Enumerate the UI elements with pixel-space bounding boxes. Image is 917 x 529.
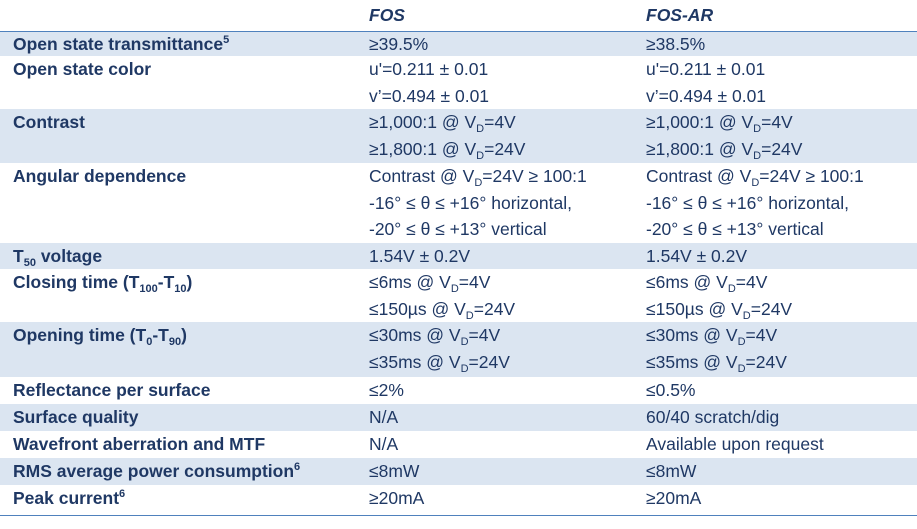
fos-value: u'=0.211 ± 0.01 v’=0.494 ± 0.01 [369,59,490,106]
fos-value: N/A [369,407,399,427]
fos-value: ≥1,000:1 @ VD=4V ≥1,800:1 @ VD=24V [369,112,526,162]
fos-ar-value: ≥1,000:1 @ VD=4V ≥1,800:1 @ VD=24V [646,112,803,162]
fos-value: 1.54V ± 0.2V [369,246,471,266]
table-row: Contrast ≥1,000:1 @ VD=4V ≥1,800:1 @ VD=… [0,109,917,163]
fos-value: N/A [369,434,399,454]
fos-ar-value: 60/40 scratch/dig [646,407,780,427]
row-label: Contrast [13,112,85,132]
fos-ar-value: ≤30ms @ VD=4V ≤35ms @ VD=24V [646,325,787,375]
fos-ar-value: ≤6ms @ VD=4V ≤150µs @ VD=24V [646,272,793,322]
fos-ar-value: Available upon request [646,434,824,454]
table-row: Opening time (T0-T90) ≤30ms @ VD=4V ≤35m… [0,322,917,377]
table-row: T50 voltage 1.54V ± 0.2V 1.54V ± 0.2V [0,243,917,269]
row-label: Open state color [13,59,152,79]
fos-ar-value: ≤8mW [646,461,697,481]
table-row: RMS average power consumption6 ≤8mW ≤8mW [0,458,917,485]
row-label: RMS average power consumption6 [13,461,301,481]
row-label: T50 voltage [13,246,103,269]
fos-ar-value: 1.54V ± 0.2V [646,246,748,266]
table-row: Reflectance per surface ≤2% ≤0.5% [0,377,917,404]
row-label: Wavefront aberration and MTF [13,434,266,454]
fos-value: ≥39.5% [369,34,429,54]
row-label: Surface quality [13,407,139,427]
header-fos: FOS [369,5,405,25]
table-row: Peak current6 ≥20mA ≥20mA [0,485,917,515]
table-row: Angular dependence Contrast @ VD=24V ≥ 1… [0,163,917,243]
table-bottom-border [0,515,917,516]
table-row: Surface quality N/A 60/40 scratch/dig [0,404,917,431]
row-label: Open state transmittance5 [13,34,230,54]
row-label: Closing time (T100-T10) [13,272,193,295]
row-label: Angular dependence [13,166,187,186]
row-label: Opening time (T0-T90) [13,325,187,348]
fos-value: ≤30ms @ VD=4V ≤35ms @ VD=24V [369,325,510,375]
header-fos-ar: FOS-AR [646,5,714,25]
table-row: Wavefront aberration and MTF N/A Availab… [0,431,917,458]
table-row: Open state color u'=0.211 ± 0.01 v’=0.494… [0,56,917,109]
fos-value: ≥20mA [369,488,425,508]
fos-value: ≤8mW [369,461,420,481]
fos-value: ≤6ms @ VD=4V ≤150µs @ VD=24V [369,272,516,322]
table-row: Open state transmittance5 ≥39.5% ≥38.5% [0,32,917,56]
fos-value: ≤2% [369,380,404,400]
fos-ar-value: u'=0.211 ± 0.01 v’=0.494 ± 0.01 [646,59,767,106]
row-label: Peak current6 [13,488,126,508]
fos-ar-value: Contrast @ VD=24V ≥ 100:1 -16° ≤ θ ≤ +16… [646,166,864,239]
fos-ar-value: ≤0.5% [646,380,696,400]
fos-ar-value: ≥20mA [646,488,702,508]
table-row: Closing time (T100-T10) ≤6ms @ VD=4V ≤15… [0,269,917,322]
header-divider [0,31,917,32]
fos-value: Contrast @ VD=24V ≥ 100:1 -16° ≤ θ ≤ +16… [369,166,587,239]
fos-ar-value: ≥38.5% [646,34,706,54]
row-label: Reflectance per surface [13,380,211,400]
